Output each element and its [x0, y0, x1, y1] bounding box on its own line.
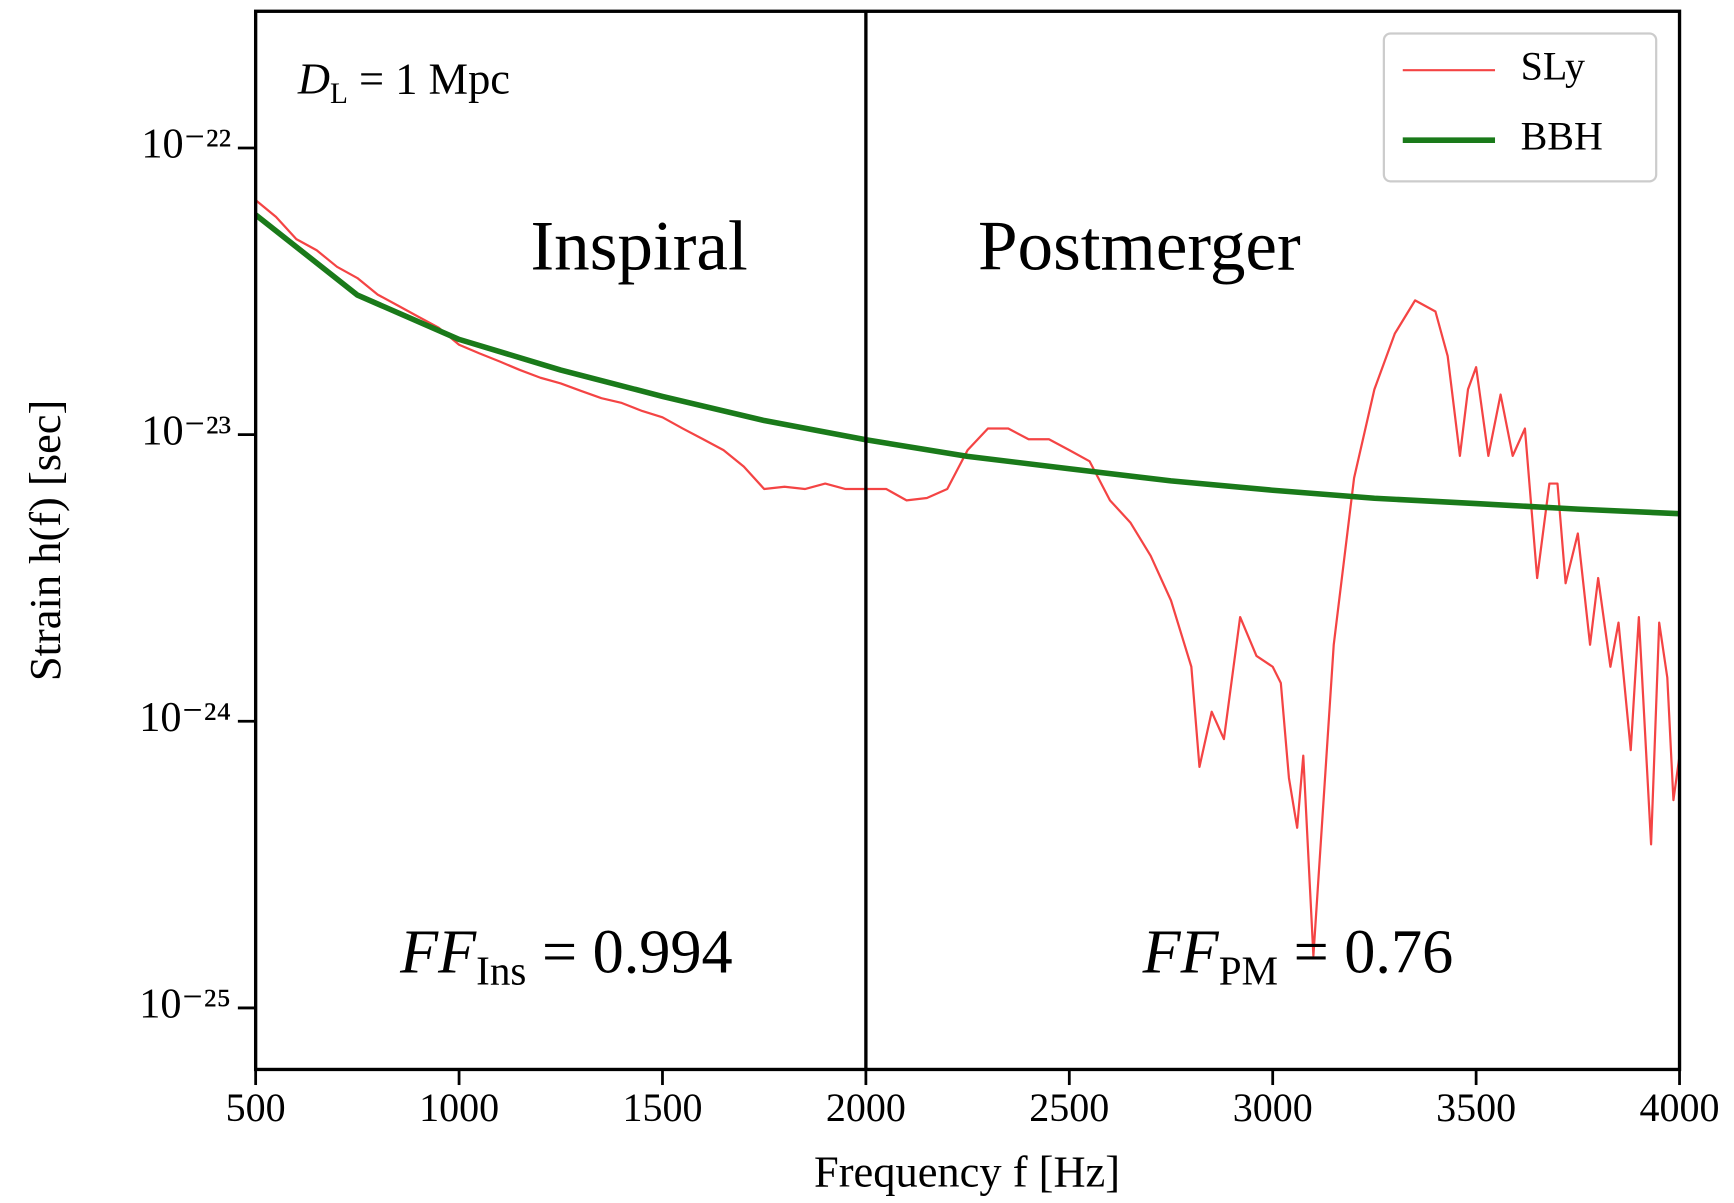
- annotation: FFIns = 0.994: [399, 919, 733, 995]
- x-tick-label: 3500: [1436, 1085, 1516, 1130]
- annotation-main: FF: [399, 919, 477, 987]
- annotation-sub: L: [330, 78, 348, 110]
- line-sly: [255, 199, 1680, 957]
- y-tick-label: 10⁻²⁵: [139, 981, 231, 1028]
- annotation: Inspiral: [531, 208, 748, 286]
- annotation-suffix: = 0.76: [1278, 919, 1453, 987]
- x-tick-label: 2500: [1029, 1085, 1109, 1130]
- legend-label: SLy: [1521, 43, 1585, 88]
- plot-frame: [253, 9, 1682, 1072]
- annotation-main: Postmerger: [978, 208, 1301, 286]
- annotation-suffix: = 1 Mpc: [348, 54, 510, 104]
- x-tick-label: 500: [226, 1085, 286, 1130]
- line-bbh: [255, 212, 1680, 517]
- y-axis-label: Strain h(f) [sec]: [20, 400, 70, 681]
- x-tick-label: 1500: [622, 1085, 702, 1130]
- annotation-suffix: = 0.994: [526, 919, 732, 987]
- annotation: Postmerger: [978, 208, 1301, 286]
- annotation: DL = 1 Mpc: [297, 54, 510, 110]
- annotation-sub: Ins: [476, 948, 526, 994]
- x-tick-label: 2000: [826, 1085, 906, 1130]
- x-axis-label: Frequency f [Hz]: [814, 1146, 1120, 1196]
- x-tick-label: 1000: [419, 1085, 499, 1130]
- x-tick-label: 4000: [1640, 1085, 1720, 1130]
- annotation-main: D: [297, 54, 330, 104]
- y-tick-label: 10⁻²²: [141, 121, 231, 168]
- annotation: FFPM = 0.76: [1142, 919, 1454, 995]
- annotation-sub: PM: [1219, 948, 1278, 994]
- annotation-main: Inspiral: [531, 208, 748, 286]
- y-tick-label: 10⁻²³: [141, 407, 231, 454]
- legend-label: BBH: [1521, 113, 1603, 158]
- annotation-main: FF: [1142, 919, 1220, 987]
- x-tick-label: 3000: [1233, 1085, 1313, 1130]
- y-tick-label: 10⁻²⁴: [139, 694, 231, 741]
